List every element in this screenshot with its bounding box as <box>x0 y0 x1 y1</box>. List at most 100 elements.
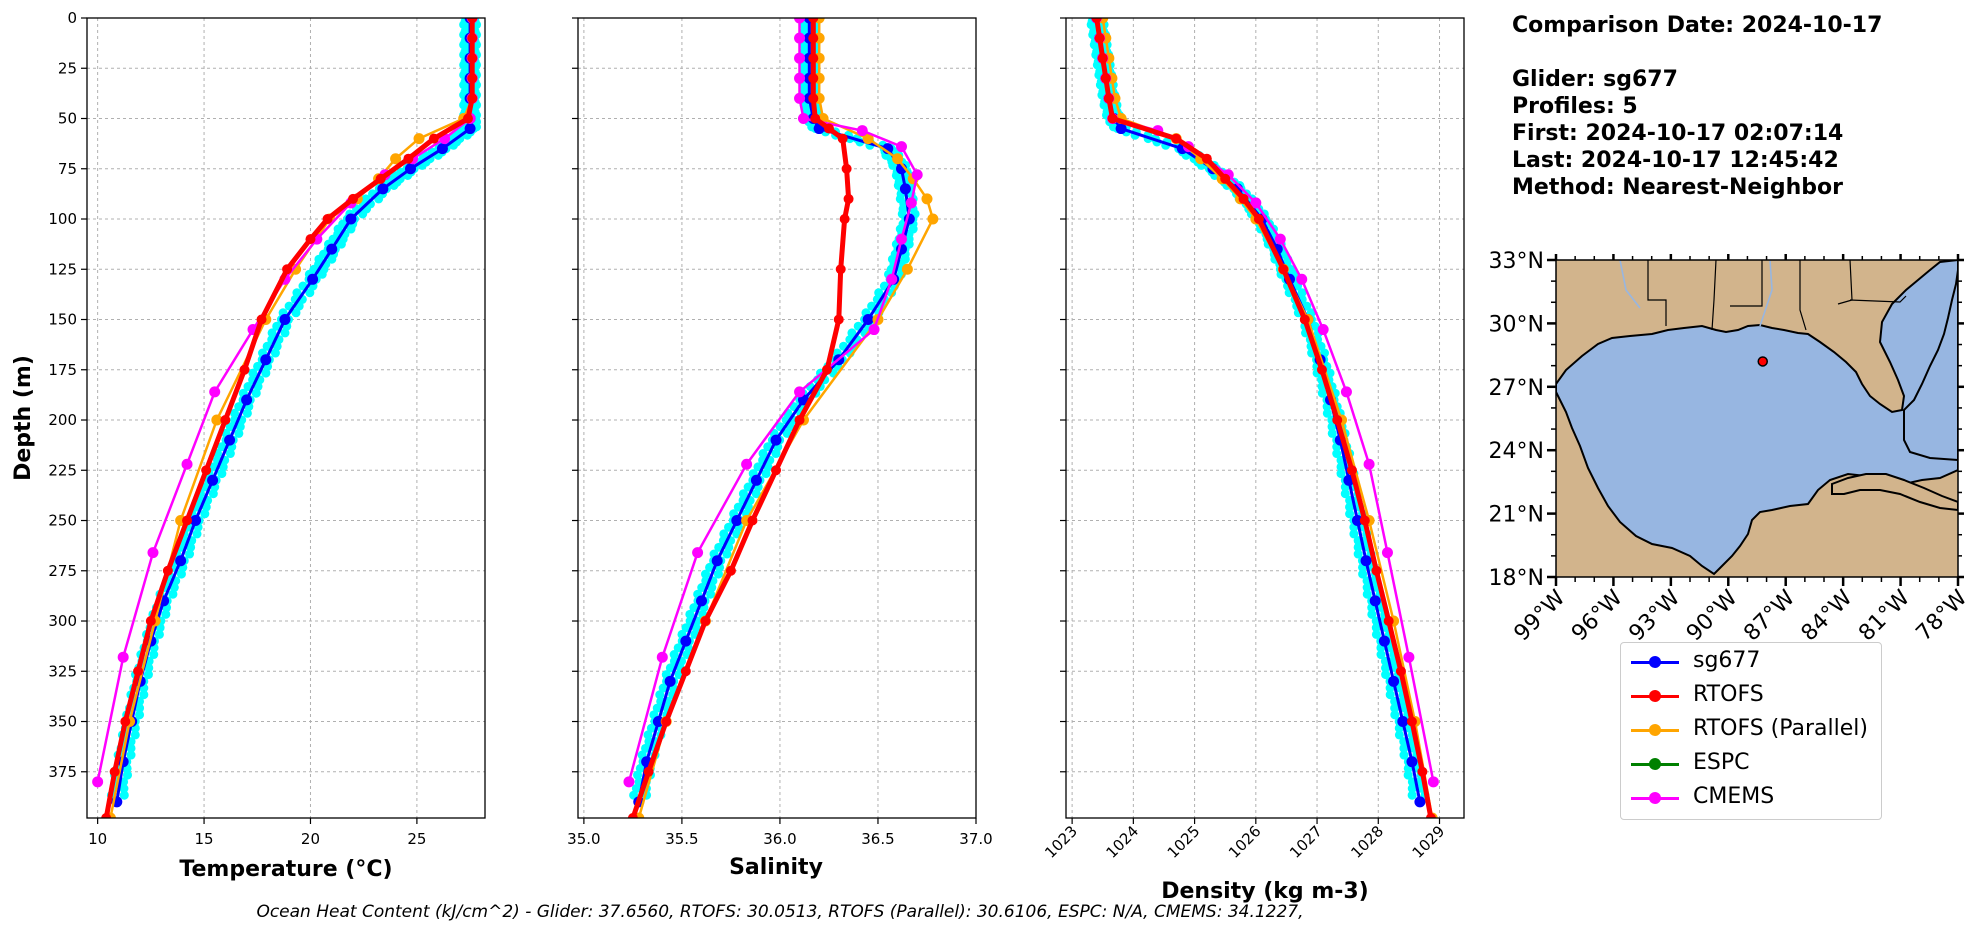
y-tick-label: 375 <box>48 763 77 781</box>
series-point <box>1397 716 1409 728</box>
last-profile-time: Last: 2024-10-17 12:45:42 <box>1512 148 1839 173</box>
glider-raw-point <box>641 743 651 753</box>
glider-raw-point <box>135 710 145 720</box>
series-point <box>92 776 104 788</box>
glider-raw-point <box>697 583 707 593</box>
series-point <box>750 474 762 486</box>
legend-marker <box>1649 724 1661 736</box>
glider-raw-point <box>1407 784 1417 794</box>
glider-raw-point <box>719 529 729 539</box>
glider-raw-cloud <box>1086 18 1430 800</box>
series-point <box>117 651 129 663</box>
series-point <box>862 314 874 326</box>
y-tick-label: 150 <box>48 311 77 329</box>
map-rivers <box>1619 260 1941 327</box>
legend: sg677 RTOFS RTOFS (Parallel) ESPC CMEMS <box>1620 642 1882 820</box>
series-point <box>279 314 291 326</box>
glider-raw-point <box>119 784 129 794</box>
glider-raw-point <box>1322 408 1332 418</box>
series-point <box>808 73 819 84</box>
map-cuba <box>1831 473 1958 512</box>
series-point <box>162 565 173 576</box>
series-point <box>428 133 439 144</box>
series-point <box>901 263 913 275</box>
series-point <box>856 125 868 137</box>
glider-raw-point <box>685 609 695 619</box>
glider-raw-point <box>713 569 723 579</box>
glider-raw-point <box>143 670 153 680</box>
y-tick-label: 350 <box>48 713 77 731</box>
series-point <box>1097 53 1108 64</box>
glider-raw-point <box>1336 469 1346 479</box>
x-tick-label: 1028 <box>1347 822 1387 862</box>
map-lon-label: 90°W <box>1682 585 1743 646</box>
x-tick-label: 1025 <box>1164 822 1204 862</box>
glider-raw-point <box>1362 583 1372 593</box>
x-tick-label: 20 <box>301 830 320 848</box>
series-point <box>1383 616 1394 627</box>
series-point <box>841 163 852 174</box>
glider-raw-point <box>225 422 235 432</box>
series-point <box>209 386 221 398</box>
y-tick-label: 250 <box>48 512 77 530</box>
series-line-sg677 <box>1095 18 1422 803</box>
series-point <box>899 183 911 195</box>
glider-raw-point <box>681 623 691 633</box>
series-point <box>109 766 120 777</box>
temperature-panel: 0 25 50 75 100 125 150 175 200 225 250 275 300 325 350… <box>48 9 486 848</box>
glider-raw-point <box>782 428 792 438</box>
glider-raw-point <box>1358 569 1368 579</box>
series-point <box>794 92 806 104</box>
glider-raw-point <box>225 449 235 459</box>
series-point <box>1250 197 1262 209</box>
glider-raw-point <box>126 750 136 760</box>
series-point <box>808 33 819 44</box>
glider-raw-point <box>327 254 337 264</box>
glider-raw-point <box>243 382 253 392</box>
glider-raw-point <box>1403 770 1413 780</box>
glider-raw-point <box>280 328 290 338</box>
y-tick-label: 300 <box>48 612 77 630</box>
glider-raw-point <box>758 449 768 459</box>
glider-raw-point <box>253 361 263 371</box>
glider-raw-point <box>176 569 186 579</box>
series-point <box>797 113 809 125</box>
x-tick-label: 1026 <box>1225 822 1265 862</box>
glider-raw-point <box>1327 428 1337 438</box>
glider-raw-point <box>169 583 179 593</box>
series-point <box>643 766 654 777</box>
series-point <box>1091 18 1102 23</box>
series-point <box>741 458 753 470</box>
series-point <box>1094 33 1105 44</box>
density-axis-label: Density (kg m-3) <box>1161 879 1369 904</box>
map-lat-label: 18°N <box>1489 566 1544 591</box>
glider-raw-point <box>149 650 159 660</box>
series-point <box>405 163 417 175</box>
glider-raw-point <box>1390 703 1400 713</box>
glider-raw-point <box>652 703 662 713</box>
series-point <box>282 264 293 275</box>
legend-item: ESPC <box>1631 747 1871 781</box>
x-tick-label: 35.0 <box>567 830 600 848</box>
x-tick-label: 1024 <box>1102 822 1142 862</box>
map-lon-label: 93°W <box>1624 585 1685 646</box>
glider-raw-point <box>1394 730 1404 740</box>
series-point <box>256 314 267 325</box>
series-point <box>1406 756 1418 768</box>
glider-raw-point <box>1353 549 1363 559</box>
map-gulf-water <box>1556 260 1958 576</box>
y-tick-label: 275 <box>48 562 77 580</box>
series-point <box>403 153 414 164</box>
comparison-info: Comparison Date: 2024-10-17 Glider: sg67… <box>1512 12 1882 201</box>
map-lon-label: 87°W <box>1739 585 1800 646</box>
profile-count: Profiles: 5 <box>1512 94 1638 119</box>
series-point <box>725 565 736 576</box>
series-point <box>345 213 357 225</box>
glider-raw-point <box>689 603 699 613</box>
series-point <box>1381 547 1393 559</box>
glider-raw-point <box>738 489 748 499</box>
glider-raw-point <box>1381 663 1391 673</box>
series-point <box>307 273 319 285</box>
glider-raw-point <box>305 288 315 298</box>
glider-raw-point <box>705 562 715 572</box>
